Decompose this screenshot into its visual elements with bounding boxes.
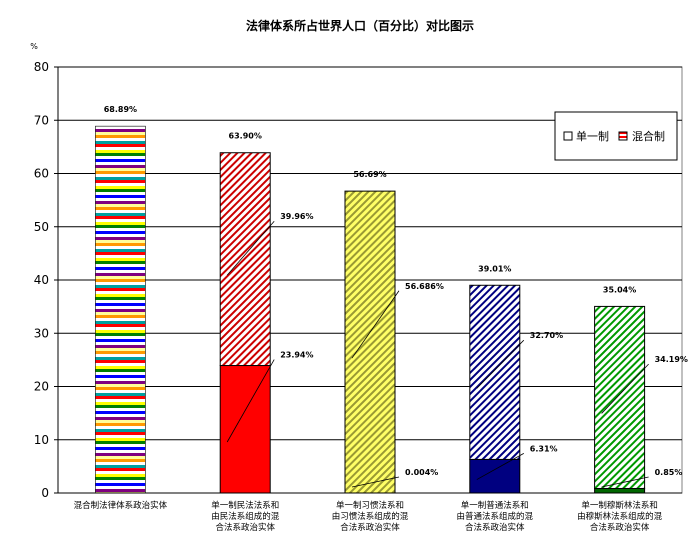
segment-label-single: 0.004% bbox=[405, 468, 438, 477]
bar-single-segment bbox=[219, 365, 271, 494]
bar-mixed-segment bbox=[469, 284, 521, 460]
y-tick-label: 20 bbox=[34, 380, 49, 394]
bar-mixed-segment bbox=[219, 152, 271, 367]
segment-label-single: 6.31% bbox=[530, 444, 558, 453]
leader-line bbox=[601, 476, 649, 488]
category-label: 单一制民法法系和 bbox=[211, 500, 279, 511]
segment-label-mixed: 56.686% bbox=[405, 282, 444, 291]
legend-label-mixed: 混合制 bbox=[632, 129, 665, 143]
bar-total-label: 56.69% bbox=[353, 170, 386, 179]
y-tick-label: 30 bbox=[34, 326, 49, 340]
segment-label-single: 23.94% bbox=[280, 351, 313, 360]
bar-single-segment bbox=[594, 487, 646, 494]
category-label: 合法系政治实体 bbox=[590, 522, 650, 533]
bar-total-label: 68.89% bbox=[104, 105, 137, 114]
category-label: 由普通法系组成的混 bbox=[457, 511, 534, 522]
segment-label-mixed: 34.19% bbox=[655, 355, 688, 364]
y-tick-label: 50 bbox=[34, 220, 49, 234]
leader-line bbox=[476, 339, 525, 389]
y-tick-label: 70 bbox=[34, 113, 49, 127]
category-label: 合法系政治实体 bbox=[340, 522, 400, 533]
data-labels: 68.89% 39.96% 23.94% 63.90% 56.686% 0.004% 56.… bbox=[104, 105, 688, 488]
y-tick-label: 10 bbox=[34, 433, 49, 447]
segment-label-mixed: 32.70% bbox=[530, 331, 563, 340]
chart-title: 法律体系所占世界人口（百分比）对比图示 bbox=[246, 18, 474, 33]
category-label: 单一制普通法系和 bbox=[461, 500, 529, 511]
bar-mixed-segment bbox=[344, 190, 396, 494]
segment-label-single: 0.85% bbox=[655, 468, 683, 477]
category-label: 混合制法律体系政治实体 bbox=[74, 500, 168, 511]
bar-total-label: 63.90% bbox=[229, 132, 262, 141]
leader-line bbox=[351, 290, 400, 359]
leader-line bbox=[476, 453, 524, 480]
bar-single-segment bbox=[469, 458, 521, 494]
category-label: 单一制穆斯林法系和 bbox=[581, 500, 658, 511]
legend-swatch-mixed bbox=[618, 131, 628, 141]
category-label: 由习惯法系组成的混 bbox=[332, 511, 409, 522]
leader-line bbox=[226, 359, 275, 443]
legend-box bbox=[554, 111, 678, 161]
bar-mixed-segment bbox=[95, 125, 146, 494]
leader-line bbox=[226, 220, 275, 276]
category-label: 单一制习惯法系和 bbox=[336, 500, 404, 511]
y-tick-label: 0 bbox=[41, 486, 49, 500]
legend: 单一制 混合制 bbox=[554, 111, 678, 161]
category-label: 由穆斯林法系组成的混 bbox=[577, 511, 663, 522]
category-label: 由民法系组成的混 bbox=[211, 511, 280, 522]
leader-line bbox=[601, 363, 649, 414]
y-tick-label: 60 bbox=[34, 167, 49, 181]
legend-swatch-single bbox=[563, 131, 573, 141]
axes: 0 10 20 30 40 50 60 70 80 混合制法律体系政治实体 单一制民法法系和由民法系… bbox=[34, 60, 682, 533]
bars bbox=[95, 125, 646, 494]
bar-total-label: 35.04% bbox=[603, 285, 636, 294]
category-label: 合法系政治实体 bbox=[465, 522, 525, 533]
category-label: 合法系政治实体 bbox=[215, 522, 275, 533]
y-tick-label: 80 bbox=[34, 60, 49, 74]
leader-line bbox=[351, 476, 400, 488]
segment-label-mixed: 39.96% bbox=[280, 212, 313, 221]
bar-mixed-segment bbox=[594, 305, 646, 489]
legend-label-single: 单一制 bbox=[576, 130, 609, 143]
y-tick-label: 40 bbox=[34, 273, 49, 287]
bar-total-label: 39.01% bbox=[478, 264, 511, 273]
y-unit-label: % bbox=[30, 42, 38, 51]
